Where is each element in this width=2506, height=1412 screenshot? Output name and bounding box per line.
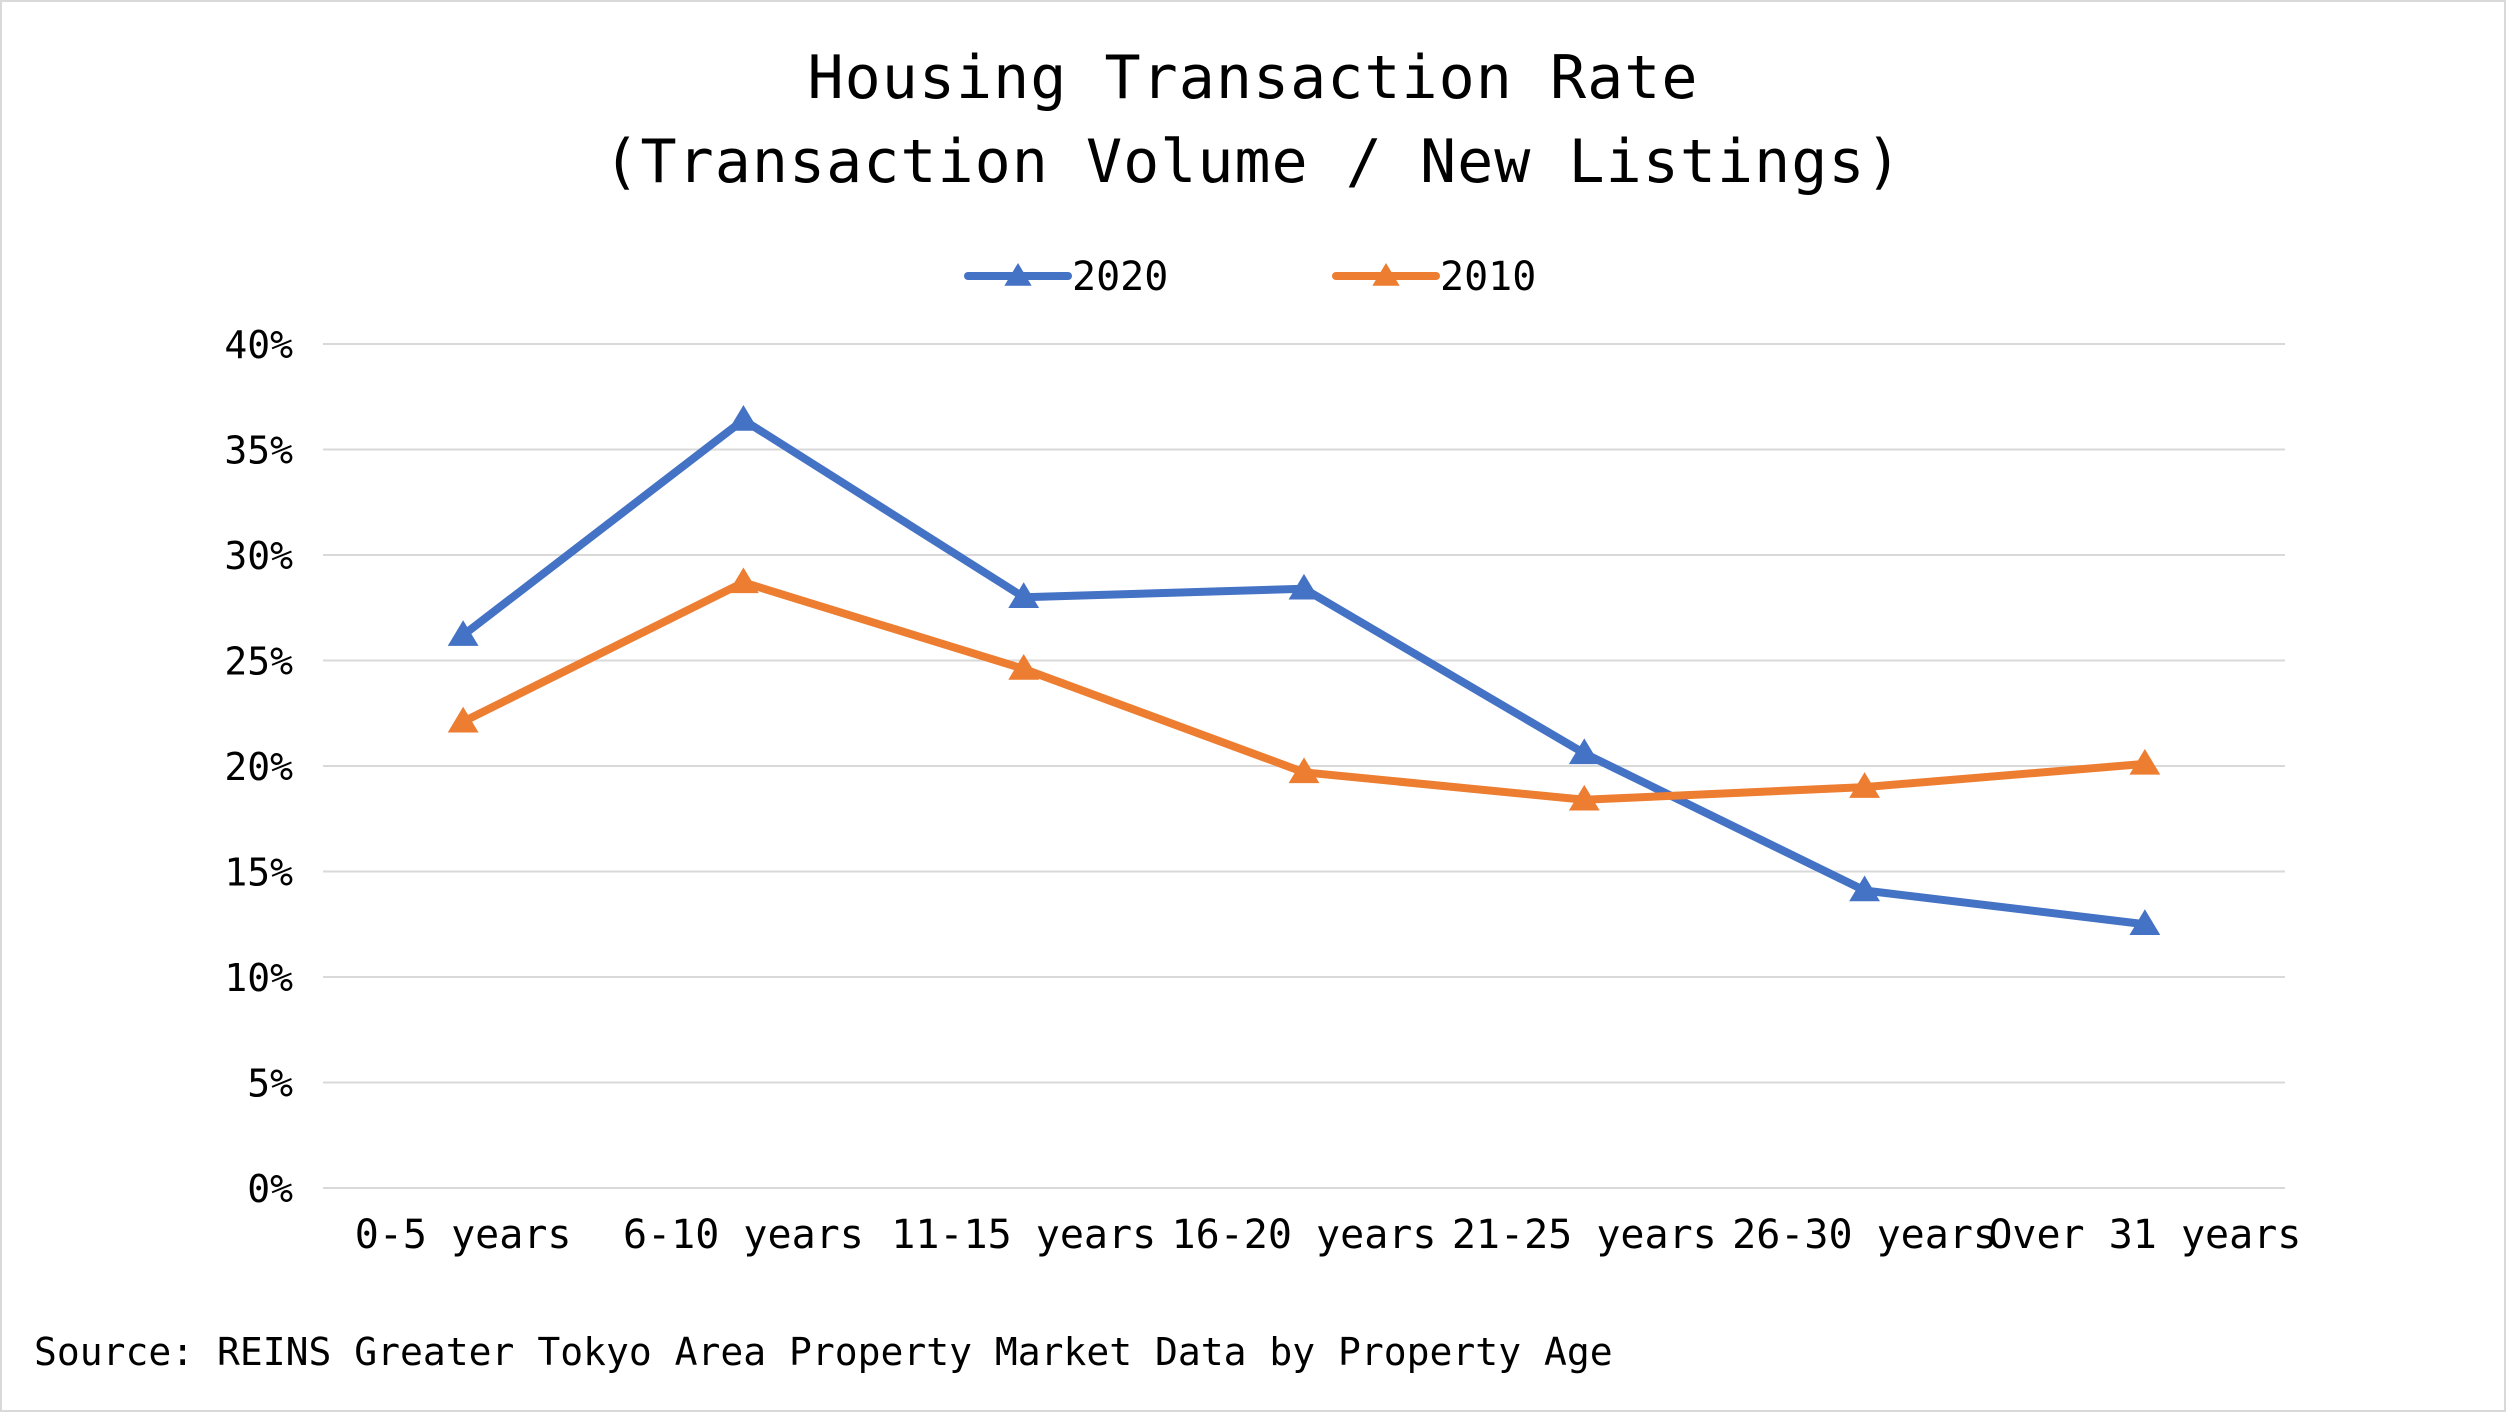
legend-marker (1372, 263, 1400, 286)
y-tick-label: 35% (224, 429, 293, 473)
data-point-marker (1288, 573, 1320, 600)
x-tick-label: 11-15 years (891, 1212, 1156, 1258)
y-tick-label: 25% (224, 640, 293, 684)
data-point-marker (1849, 772, 1880, 798)
data-point-marker (1008, 582, 1040, 608)
x-tick-label: Over 31 years (1988, 1212, 2301, 1258)
data-point-marker (1008, 653, 1040, 680)
legend-item-2020: 2020 (964, 254, 1168, 300)
legend-item-2010: 2010 (1332, 254, 1536, 300)
x-tick-label: 26-30 years (1732, 1212, 1997, 1258)
y-tick-label: 20% (224, 745, 293, 789)
x-tick-label: 0-5 years (355, 1212, 572, 1258)
chart-subtitle: (Transaction Volume / New Listings) (603, 127, 1903, 197)
series-2010 (447, 567, 2161, 811)
y-tick-label: 0% (247, 1167, 293, 1211)
series-2020 (447, 405, 2161, 935)
data-point-marker (447, 706, 479, 733)
y-tick-label: 5% (247, 1062, 293, 1106)
gridlines (323, 343, 2285, 1189)
series-line (459, 415, 2149, 929)
x-tick-label: 6-10 years (623, 1212, 864, 1258)
y-axis-tick-labels: 0% 5% 10% 15% 20% 25% 30% 35% 40% (224, 323, 293, 1211)
y-tick-label: 10% (224, 956, 293, 1000)
y-tick-label: 40% (224, 323, 293, 367)
data-point-marker (1288, 757, 1320, 784)
x-tick-label: 21-25 years (1452, 1212, 1717, 1258)
legend-marker (1004, 263, 1032, 286)
data-point-marker (1849, 875, 1880, 902)
x-axis-tick-labels: 0-5 years 6-10 years 11-15 years 16-20 year… (355, 1212, 2302, 1258)
legend-label: 2020 (1072, 254, 1168, 300)
series-layer (447, 405, 2161, 935)
source-note: Source: REINS Greater Tokyo Area Propert… (34, 1330, 1613, 1374)
y-tick-label: 15% (224, 851, 293, 895)
x-tick-label: 16-20 years (1172, 1212, 1437, 1258)
data-point-marker (2129, 748, 2161, 775)
data-point-marker (728, 405, 759, 431)
legend-label: 2010 (1440, 254, 1536, 300)
data-point-marker (447, 620, 479, 646)
data-point-marker (1568, 784, 1600, 811)
data-point-marker (1568, 738, 1600, 765)
y-tick-label: 30% (224, 534, 293, 578)
data-point-marker (728, 567, 759, 594)
legend: 2020 2010 (964, 254, 1536, 300)
chart-title: Housing Transaction Rate (807, 43, 1699, 113)
data-point-marker (2129, 909, 2161, 935)
